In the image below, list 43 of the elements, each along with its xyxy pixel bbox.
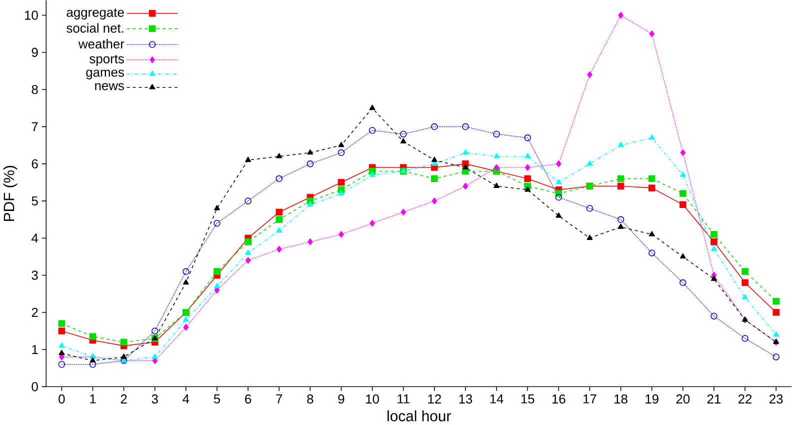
y-tick-label: 2 xyxy=(32,308,38,318)
x-tick-label: 1 xyxy=(90,394,96,404)
y-tick-label: 3 xyxy=(32,270,38,280)
x-tick-label: 7 xyxy=(276,394,282,404)
x-tick-label: 9 xyxy=(338,394,344,404)
y-tick-label: 10 xyxy=(25,10,38,20)
x-tick-label: 16 xyxy=(552,394,566,404)
x-tick-label: 11 xyxy=(398,394,410,404)
x-tick-label: 19 xyxy=(646,394,658,404)
x-tick-label: 17 xyxy=(584,394,596,404)
legend-label: news xyxy=(95,83,124,90)
y-tick-label: 0 xyxy=(32,382,38,392)
x-tick-label: 12 xyxy=(428,394,441,404)
x-tick-label: 13 xyxy=(459,394,472,404)
x-tick-label: 2 xyxy=(120,394,127,404)
legend-label: social net. xyxy=(66,23,124,33)
x-tick-label: 20 xyxy=(676,394,690,404)
x-tick-label: 3 xyxy=(152,394,158,404)
x-axis-title: local hour xyxy=(388,410,451,422)
y-tick-label: 1 xyxy=(32,345,38,354)
x-tick-label: 6 xyxy=(245,394,252,404)
y-axis-title: PDF (%) xyxy=(3,166,18,222)
legend-label: aggregate xyxy=(66,8,124,20)
x-tick-label: 18 xyxy=(614,394,628,404)
legend-label: sports xyxy=(90,55,124,66)
y-tick-label: 4 xyxy=(32,234,38,243)
x-tick-label: 4 xyxy=(182,394,190,404)
legend-label: games xyxy=(86,70,124,80)
legend-label: weather xyxy=(78,39,124,49)
y-tick-label: 9 xyxy=(32,48,38,58)
y-tick-label: 8 xyxy=(32,85,38,94)
x-tick-label: 0 xyxy=(58,394,65,404)
x-tick-label: 21 xyxy=(707,394,721,404)
y-tick-label: 5 xyxy=(32,196,38,206)
x-tick-label: 8 xyxy=(307,394,314,404)
x-tick-label: 15 xyxy=(521,394,534,404)
x-tick-label: 14 xyxy=(490,394,504,404)
x-tick-label: 23 xyxy=(770,394,783,404)
x-tick-label: 5 xyxy=(214,394,220,404)
y-tick-label: 7 xyxy=(32,122,38,132)
x-tick-label: 10 xyxy=(366,394,379,404)
x-tick-label: 22 xyxy=(738,394,752,404)
y-tick-label: 6 xyxy=(32,159,38,169)
